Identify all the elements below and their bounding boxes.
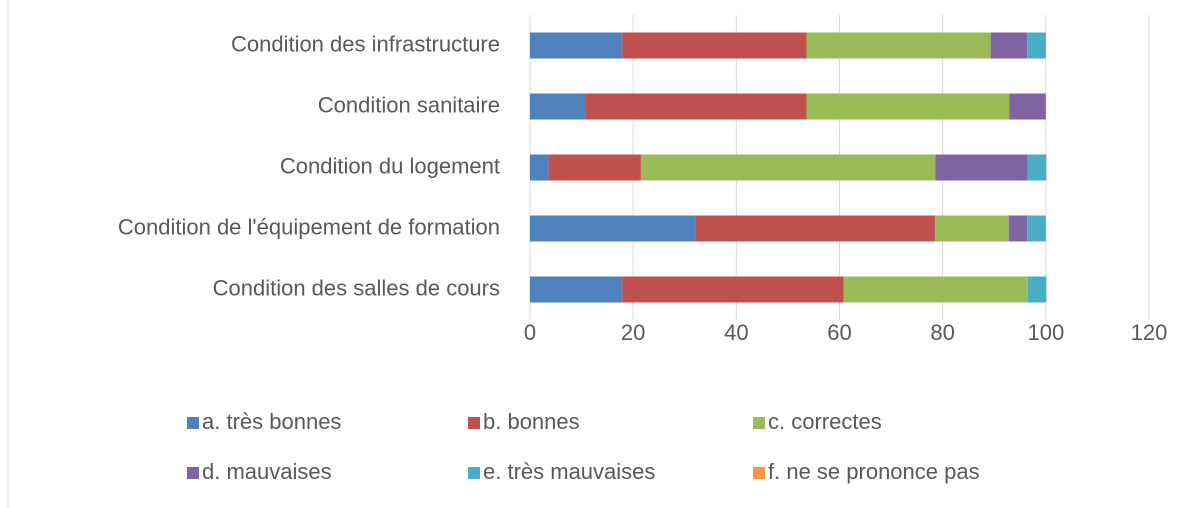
category-label: Condition des salles de cours — [213, 275, 500, 300]
legend-label: f. ne se prononce pas — [768, 459, 980, 484]
bar-segment — [1027, 215, 1046, 242]
x-tick-label: 120 — [1131, 320, 1168, 345]
legend-swatch — [753, 467, 765, 479]
legend-label: b. bonnes — [483, 409, 580, 434]
bar-segment — [640, 154, 936, 181]
bar-segment — [806, 32, 991, 59]
bar-segment — [1009, 93, 1046, 120]
bar-segment — [934, 215, 1009, 242]
x-tick-label: 100 — [1027, 320, 1064, 345]
x-tick-label: 60 — [827, 320, 851, 345]
bar-segment — [622, 32, 807, 59]
bar-segment — [1008, 215, 1028, 242]
bar-segment — [990, 32, 1028, 59]
legend-swatch — [187, 467, 199, 479]
category-label: Condition des infrastructure — [231, 31, 500, 56]
bar-segment — [1027, 32, 1046, 59]
category-label: Condition du logement — [280, 153, 500, 178]
bar-segment — [1027, 276, 1047, 303]
legend-swatch — [468, 417, 480, 429]
bar-segment — [585, 93, 807, 120]
x-tick-label: 20 — [621, 320, 645, 345]
legend-swatch — [753, 417, 765, 429]
legend-swatch — [187, 417, 199, 429]
category-label: Condition sanitaire — [318, 92, 500, 117]
bar-segment — [530, 154, 549, 181]
bar-segment — [530, 93, 586, 120]
bar-segment — [530, 32, 623, 59]
bar-segment — [695, 215, 935, 242]
bar-segment — [1027, 154, 1047, 181]
x-tick-label: 0 — [524, 320, 536, 345]
bar-segment — [843, 276, 1028, 303]
bar-segment — [548, 154, 641, 181]
legend-label: e. très mauvaises — [483, 459, 655, 484]
legend-label: d. mauvaises — [202, 459, 332, 484]
legend-label: a. très bonnes — [202, 409, 341, 434]
bar-segment — [806, 93, 1010, 120]
bar-segment — [530, 215, 696, 242]
legend-label: c. correctes — [768, 409, 882, 434]
category-label: Condition de l'équipement de formation — [118, 214, 500, 239]
bar-segment — [622, 276, 844, 303]
legend-swatch — [468, 467, 480, 479]
x-tick-label: 80 — [930, 320, 954, 345]
bar-segment — [935, 154, 1028, 181]
x-tick-label: 40 — [724, 320, 748, 345]
bar-segment — [530, 276, 623, 303]
